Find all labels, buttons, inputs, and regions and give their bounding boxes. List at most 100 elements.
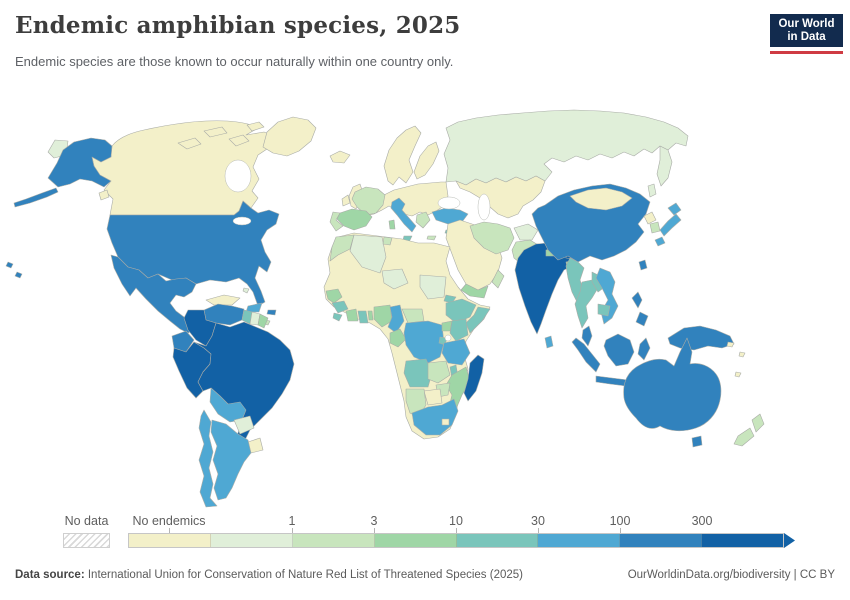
country-uganda[interactable] <box>441 320 453 332</box>
country-nigeria[interactable] <box>373 304 393 328</box>
country-ireland[interactable] <box>341 194 351 207</box>
country-bahamas[interactable] <box>242 287 250 294</box>
region-pacific-islands[interactable] <box>726 341 735 348</box>
country-alaska[interactable] <box>47 137 113 188</box>
country-madagascar[interactable] <box>463 354 485 402</box>
country-arctic-islands[interactable] <box>228 134 250 147</box>
country-cuba[interactable] <box>205 294 241 306</box>
country-yemen[interactable] <box>460 283 489 299</box>
country-japan[interactable] <box>654 236 666 247</box>
country-arctic-islands[interactable] <box>203 126 228 138</box>
legend-segment-1-3[interactable] <box>292 534 375 547</box>
country-north-korea[interactable] <box>643 211 657 225</box>
country-new-zealand[interactable] <box>733 427 755 447</box>
country-chile[interactable] <box>198 409 218 508</box>
country-sakhalin[interactable] <box>647 183 657 198</box>
country-italy[interactable] <box>390 197 417 233</box>
country-argentina[interactable] <box>210 419 252 501</box>
country-somalia[interactable] <box>465 306 491 334</box>
country-hawaii[interactable] <box>5 261 14 269</box>
country-hispaniola[interactable] <box>245 302 263 313</box>
country-taiwan[interactable] <box>638 259 648 271</box>
country-japan[interactable] <box>659 213 682 237</box>
country-france[interactable] <box>351 186 386 216</box>
region-pacific-islands[interactable] <box>738 351 746 358</box>
country-zambia[interactable] <box>427 360 451 384</box>
country-tanzania[interactable] <box>441 338 471 366</box>
country-tasmania[interactable] <box>691 435 703 448</box>
country-indonesia-sumatra[interactable] <box>571 337 601 373</box>
country-cambodia[interactable] <box>597 303 611 317</box>
legend-segment-10-30[interactable] <box>456 534 539 547</box>
owid-link[interactable]: OurWorldinData.org/biodiversity | CC BY <box>627 569 835 581</box>
country-arctic-islands[interactable] <box>246 121 265 132</box>
legend-segment-3-10[interactable] <box>374 534 457 547</box>
legend-segment-0-1[interactable] <box>210 534 293 547</box>
country-gabon-congo[interactable] <box>389 328 407 348</box>
country-spain[interactable] <box>336 208 373 231</box>
legend-segment-300-plus[interactable] <box>702 534 783 547</box>
country-bolivia[interactable] <box>209 387 247 423</box>
country-ivory-coast[interactable] <box>345 308 359 322</box>
country-sierra-leone[interactable] <box>332 312 343 322</box>
country-scandinavia[interactable] <box>383 125 422 186</box>
country-drc[interactable] <box>403 320 445 364</box>
country-kamchatka[interactable] <box>656 145 673 187</box>
country-angola[interactable] <box>403 358 433 388</box>
country-greece[interactable] <box>415 211 431 229</box>
country-puerto-rico[interactable] <box>266 309 277 316</box>
country-borneo[interactable] <box>603 333 635 367</box>
country-finland[interactable] <box>413 141 440 180</box>
country-new-zealand[interactable] <box>751 413 765 433</box>
country-canada[interactable] <box>91 120 277 216</box>
country-french-guiana[interactable] <box>257 313 269 329</box>
country-philippines[interactable] <box>635 311 649 327</box>
legend-segment-100-300[interactable] <box>620 534 703 547</box>
country-vancouver-island[interactable] <box>98 189 110 201</box>
country-indonesia-sulawesi[interactable] <box>637 337 651 361</box>
country-arctic-islands[interactable] <box>177 137 202 150</box>
country-lesotho[interactable] <box>441 418 450 426</box>
country-sri-lanka[interactable] <box>544 335 554 349</box>
country-south-africa[interactable] <box>411 398 459 436</box>
legend-segment-no-endemics[interactable] <box>129 534 211 547</box>
country-tunisia[interactable] <box>382 236 393 246</box>
region-pacific-islands[interactable] <box>734 371 742 378</box>
country-afghanistan[interactable] <box>513 223 539 241</box>
country-iceland[interactable] <box>329 150 351 164</box>
country-senegal[interactable] <box>325 288 343 304</box>
country-togo-benin[interactable] <box>367 310 374 321</box>
country-ghana[interactable] <box>357 310 369 324</box>
country-oman[interactable] <box>491 269 505 289</box>
country-vietnam[interactable] <box>595 267 619 325</box>
country-indonesia-java[interactable] <box>595 375 629 387</box>
country-crete[interactable] <box>426 235 437 241</box>
country-algeria[interactable] <box>349 234 387 274</box>
country-hawaii[interactable] <box>14 271 23 279</box>
country-philippines[interactable] <box>631 291 643 309</box>
country-paraguay[interactable] <box>233 415 255 435</box>
country-ethiopia[interactable] <box>445 298 477 324</box>
country-guinea[interactable] <box>331 300 349 314</box>
country-kenya[interactable] <box>449 318 469 342</box>
country-south-korea[interactable] <box>649 221 661 234</box>
country-new-guinea[interactable] <box>667 325 735 351</box>
country-botswana[interactable] <box>423 388 443 406</box>
country-sudan[interactable] <box>419 274 447 300</box>
country-mongolia[interactable] <box>569 187 633 211</box>
country-malaysia[interactable] <box>581 325 593 347</box>
legend-segment-30-100[interactable] <box>538 534 621 547</box>
country-portugal[interactable] <box>329 211 344 232</box>
owid-logo[interactable]: Our World in Data <box>770 14 843 47</box>
country-ecuador[interactable] <box>171 330 195 353</box>
country-australia[interactable] <box>623 337 722 432</box>
country-aleutians[interactable] <box>13 187 59 208</box>
country-japan[interactable] <box>667 202 682 216</box>
country-sardinia[interactable] <box>388 219 396 230</box>
country-greenland[interactable] <box>262 116 317 157</box>
country-iran[interactable] <box>469 221 515 255</box>
country-niger[interactable] <box>381 268 409 290</box>
country-russia[interactable] <box>443 109 689 186</box>
legend-no-data-swatch[interactable] <box>63 533 110 548</box>
country-central-african-republic[interactable] <box>401 308 425 324</box>
